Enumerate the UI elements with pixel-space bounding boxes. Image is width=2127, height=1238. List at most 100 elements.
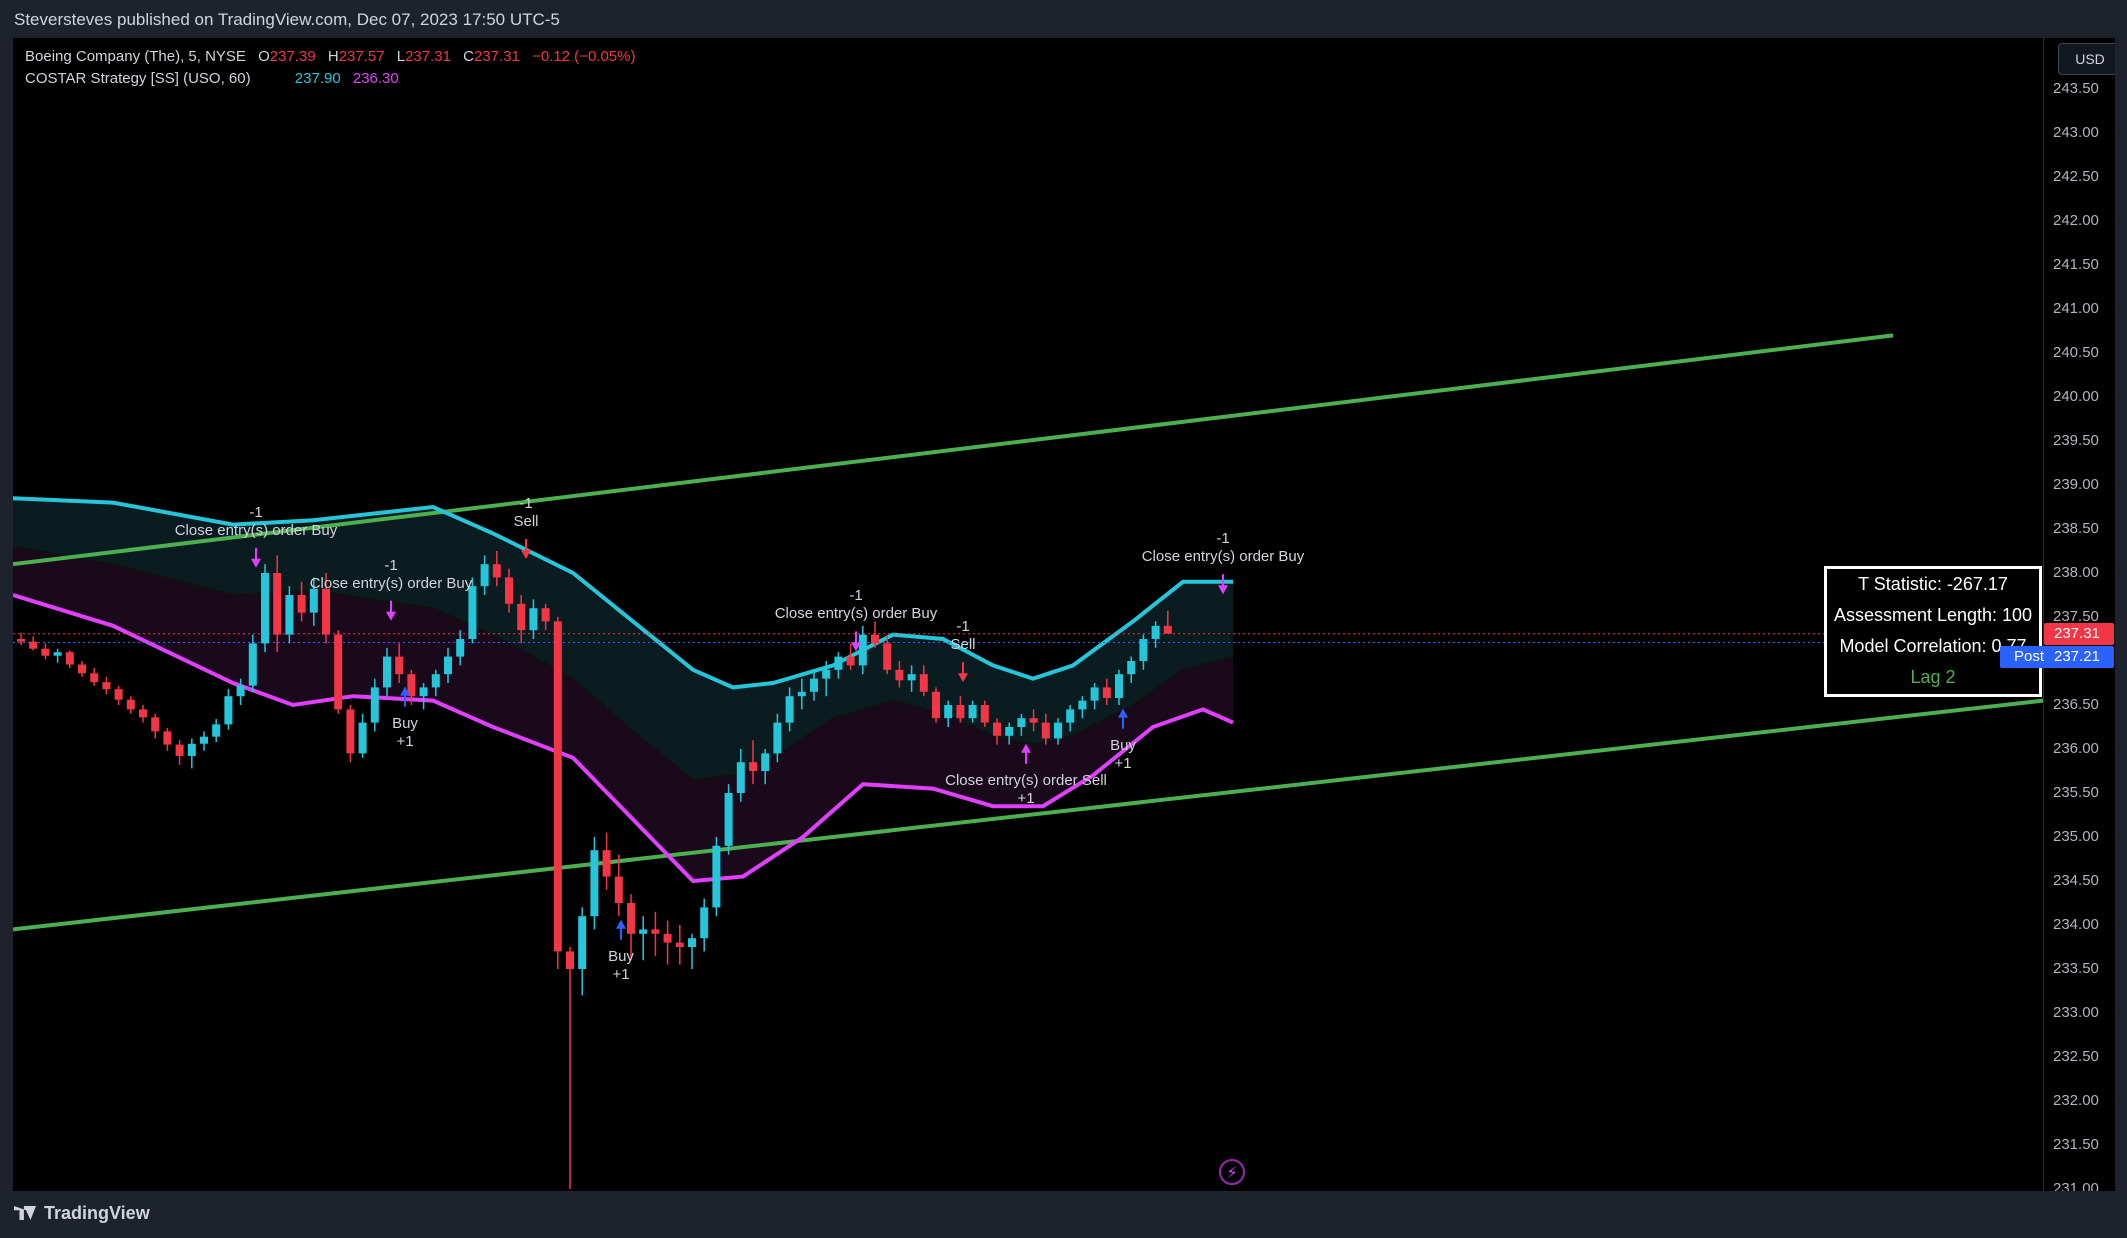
candle-body (1005, 727, 1014, 736)
candle-body (993, 722, 1001, 736)
event-label: Buy +1 (1110, 737, 1136, 773)
candle-body (956, 705, 965, 719)
candle-body (602, 850, 611, 877)
candle-body (41, 648, 50, 656)
close-label: C (463, 48, 474, 65)
candle-body (541, 608, 550, 622)
candle-body (163, 731, 172, 745)
tradingview-logo[interactable]: TradingView (14, 1203, 150, 1224)
event-label: -1 Close entry(s) order Buy (1142, 530, 1305, 566)
candle-body (944, 705, 953, 719)
price-tick-label: 239.00 (2053, 476, 2099, 493)
event-label: Close entry(s) order Sell +1 (945, 772, 1107, 808)
candle-body (1041, 722, 1050, 739)
price-tick-label: 240.50 (2053, 344, 2099, 361)
price-tick-label: 241.00 (2053, 300, 2099, 317)
event-text: Buy (392, 714, 418, 732)
high-label: H (327, 48, 339, 65)
event-arrow-up (1118, 708, 1128, 718)
assessment-length: Assessment Length: 100 (1833, 605, 2033, 625)
event-qty: +1 (1017, 789, 1035, 807)
event-arrow-down (958, 673, 968, 683)
candle-body (553, 621, 562, 952)
upper-trend-line (13, 333, 1894, 567)
price-tick-label: 241.50 (2053, 256, 2099, 273)
candle-body (419, 687, 428, 697)
candle-body (1127, 661, 1136, 675)
event-label: -1 Sell (950, 618, 975, 654)
candle-body (712, 845, 721, 908)
price-axis[interactable] (2043, 38, 2115, 1191)
event-label: -1 Close entry(s) order Buy (175, 504, 338, 540)
candle-body (895, 669, 904, 681)
candle-body (627, 903, 635, 934)
candle-body (639, 929, 648, 934)
event-arrow-down (386, 611, 396, 621)
price-tick-label: 243.50 (2053, 80, 2099, 97)
candle-body (749, 762, 757, 771)
candle-body (370, 687, 379, 723)
lightning-icon[interactable]: ⚡ (1219, 1159, 1245, 1185)
candle-body (395, 656, 404, 675)
price-tick-label: 231.50 (2053, 1136, 2099, 1153)
event-qty: +1 (396, 732, 414, 750)
event-arrow-down (521, 550, 531, 559)
currency-button[interactable]: USD (2058, 43, 2115, 75)
footer: TradingView (0, 1191, 2127, 1238)
candle-body (102, 682, 111, 690)
tradingview-brand: TradingView (44, 1203, 150, 1223)
event-qty: +1 (1114, 754, 1132, 772)
high-value: 237.57 (338, 48, 385, 65)
event-qty: +1 (612, 965, 630, 983)
lower-trend-line (13, 698, 2043, 932)
price-tick-label: 239.50 (2053, 432, 2099, 449)
event-text: Close entry(s) order Buy (774, 605, 938, 623)
candle-body (431, 674, 440, 688)
candle-body (700, 907, 709, 939)
candle-body (212, 724, 221, 737)
low-value: 237.31 (405, 48, 451, 65)
candle-body (566, 951, 574, 969)
candle-body (407, 674, 416, 697)
publish-header: Steversteves published on TradingView.co… (0, 0, 2127, 38)
candle-body (785, 696, 794, 723)
candle-body (1029, 718, 1038, 723)
model-correlation: Model Correlation: 0.77 (1839, 636, 2027, 656)
candle-body (907, 674, 916, 681)
price-tick-label: 238.00 (2053, 564, 2099, 581)
candle-body (29, 641, 38, 649)
candle-body (773, 722, 782, 754)
candle-body (90, 673, 99, 683)
open-value: 237.39 (269, 48, 316, 65)
candle-body (444, 656, 452, 675)
strategy-legend-row[interactable]: COSTAR Strategy [SS] (USO, 60) 237.90 23… (25, 68, 635, 90)
symbol-name: Boeing Company (The), 5, NYSE (25, 48, 246, 65)
chart-panel[interactable]: Boeing Company (The), 5, NYSE O237.39 H2… (13, 38, 2115, 1191)
price-plot[interactable] (13, 38, 2043, 1191)
event-qty: -1 (1216, 530, 1230, 548)
candle-body (871, 634, 879, 644)
candle-body (468, 586, 477, 639)
price-tick-label: 242.00 (2053, 212, 2099, 229)
price-tick-label: 236.50 (2053, 696, 2099, 713)
event-arrow-down (251, 558, 261, 568)
price-tick-label: 233.50 (2053, 960, 2099, 977)
symbol-legend-row[interactable]: Boeing Company (The), 5, NYSE O237.39 H2… (25, 46, 635, 68)
event-qty: -1 (519, 495, 533, 512)
publish-info: Steversteves published on TradingView.co… (14, 10, 560, 29)
event-arrow-down (851, 642, 861, 652)
candle-body (151, 717, 160, 732)
candle-body (980, 705, 989, 723)
candle-body (529, 608, 538, 631)
candle-body (492, 564, 501, 578)
strategy-upper-value: 237.90 (294, 70, 341, 87)
upper-band-line (13, 496, 1233, 690)
candle-body (883, 643, 892, 670)
open-label: O (258, 48, 270, 65)
candle-body (309, 588, 318, 613)
candle-body (285, 595, 294, 635)
candle-body (126, 699, 135, 710)
close-value: 237.31 (474, 48, 520, 65)
candle-body (1102, 687, 1111, 698)
event-label: -1 Close entry(s) order Buy (310, 557, 473, 593)
